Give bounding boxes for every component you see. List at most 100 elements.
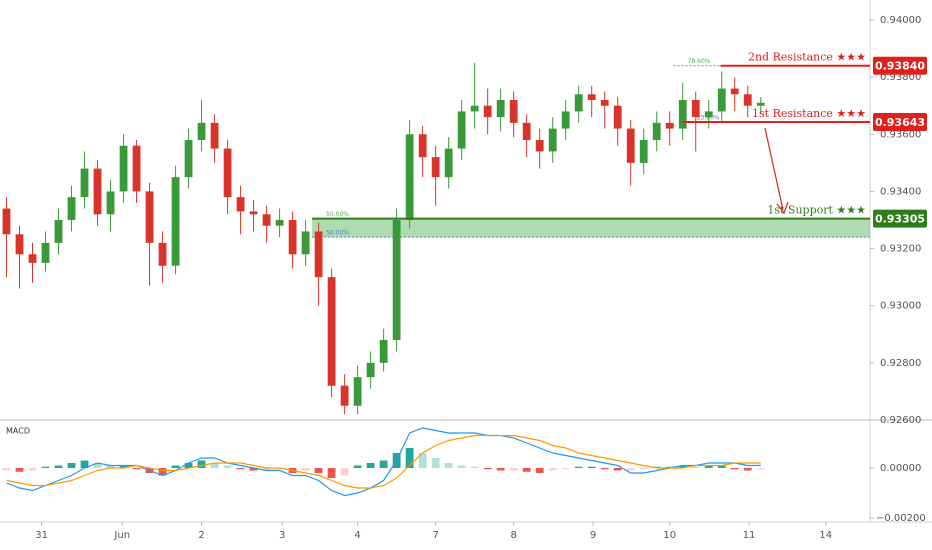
x-tick-label: 3 bbox=[279, 530, 285, 541]
macd-histogram-bar bbox=[15, 468, 24, 472]
y-tick-label: 0.93800 bbox=[880, 72, 921, 83]
macd-histogram-bar bbox=[132, 468, 141, 470]
level-label: 0.93305 bbox=[875, 213, 925, 226]
y-tick-label: 0.92600 bbox=[880, 415, 921, 426]
x-tick-label: Jun bbox=[113, 530, 130, 541]
macd-title: MACD bbox=[6, 427, 30, 436]
candle-body bbox=[574, 94, 583, 112]
macd-histogram-bar bbox=[561, 468, 570, 470]
candle-body bbox=[496, 100, 505, 118]
candle-body bbox=[119, 145, 128, 192]
level-badge bbox=[873, 209, 927, 228]
candle-body bbox=[587, 94, 596, 100]
x-tick-label: 7 bbox=[432, 530, 438, 541]
y-tick-label: 0.93200 bbox=[880, 244, 921, 255]
macd-histogram-bar bbox=[106, 465, 115, 468]
candle-body bbox=[80, 168, 89, 198]
y-tick-label: 0.00000 bbox=[880, 463, 921, 474]
candle-body bbox=[509, 100, 518, 123]
candle-body bbox=[548, 128, 557, 152]
macd-histogram-bar bbox=[28, 468, 37, 471]
macd-histogram-bar bbox=[93, 463, 102, 468]
candle-body bbox=[67, 197, 76, 220]
macd-histogram-bar bbox=[223, 465, 232, 468]
x-tick-label: 14 bbox=[819, 530, 832, 541]
candle-body bbox=[639, 140, 648, 163]
candle-body bbox=[665, 122, 674, 129]
level-name: 1st Support ★★★ bbox=[767, 204, 866, 217]
candle-body bbox=[613, 105, 622, 129]
candle-body bbox=[717, 88, 726, 112]
macd-histogram-bar bbox=[535, 468, 544, 473]
candle-body bbox=[743, 94, 752, 106]
level-badge bbox=[873, 113, 927, 131]
level-label: 0.93643 bbox=[875, 116, 925, 129]
macd-histogram-bar bbox=[691, 466, 700, 468]
candle-body bbox=[535, 140, 544, 152]
macd-histogram-bar bbox=[470, 466, 479, 468]
macd-histogram-bar bbox=[652, 466, 661, 468]
macd-histogram-bar bbox=[600, 468, 609, 470]
x-tick-label: 31 bbox=[35, 530, 48, 541]
macd-histogram-bar bbox=[119, 465, 128, 468]
macd-histogram-bar bbox=[548, 468, 557, 471]
macd-histogram-bar bbox=[340, 468, 349, 476]
level-badge bbox=[873, 56, 927, 75]
macd-histogram-bar bbox=[730, 468, 739, 470]
candle-body bbox=[210, 122, 219, 149]
macd-histogram-bar bbox=[158, 468, 167, 476]
candle-body bbox=[431, 157, 440, 178]
candle-body bbox=[678, 100, 687, 129]
macd-histogram-bar bbox=[613, 468, 622, 471]
candle-body bbox=[41, 242, 50, 263]
candle-body bbox=[184, 140, 193, 178]
candle-body bbox=[561, 111, 570, 129]
candle-body bbox=[275, 220, 284, 226]
macd-histogram-bar bbox=[314, 468, 323, 473]
fib-label: 50.00% bbox=[326, 211, 349, 218]
candle-body bbox=[730, 88, 739, 95]
candle-body bbox=[314, 231, 323, 278]
candle-body bbox=[340, 385, 349, 406]
macd-histogram-bar bbox=[379, 460, 388, 468]
arrow bbox=[764, 127, 784, 211]
macd-histogram-bar bbox=[457, 465, 466, 468]
macd-histogram-bar bbox=[41, 466, 50, 468]
candle-body bbox=[353, 377, 362, 406]
macd-histogram-bar bbox=[704, 465, 713, 468]
macd-histogram-bar bbox=[756, 468, 765, 470]
x-tick-label: 8 bbox=[510, 530, 516, 541]
x-tick-label: 11 bbox=[743, 530, 756, 541]
y-tick-label: 0.93400 bbox=[880, 186, 921, 197]
candle-body bbox=[704, 111, 713, 118]
candle-body bbox=[145, 191, 154, 243]
y-tick-label: −0.00200 bbox=[876, 513, 926, 524]
fib-label: 50.00% bbox=[326, 230, 349, 237]
x-tick-label: 9 bbox=[590, 530, 596, 541]
macd-histogram-bar bbox=[197, 460, 206, 468]
candle-body bbox=[405, 134, 414, 220]
y-tick-label: 0.92800 bbox=[880, 358, 921, 369]
macd-histogram-bar bbox=[171, 465, 180, 468]
candle-body bbox=[626, 128, 635, 163]
candle-body bbox=[457, 111, 466, 149]
candle-body bbox=[691, 100, 700, 118]
macd-histogram-bar bbox=[184, 463, 193, 468]
candle-body bbox=[379, 340, 388, 363]
macd-histogram-bar bbox=[366, 463, 375, 468]
macd-histogram-bar bbox=[496, 468, 505, 471]
macd-histogram-bar bbox=[431, 458, 440, 468]
candle-body bbox=[600, 100, 609, 106]
macd-histogram-bar bbox=[249, 468, 258, 471]
candle-body bbox=[236, 197, 245, 212]
macd-histogram-bar bbox=[353, 465, 362, 468]
candle-body bbox=[197, 122, 206, 140]
candle-body bbox=[444, 148, 453, 178]
candle-body bbox=[366, 362, 375, 378]
macd-histogram-bar bbox=[405, 448, 414, 468]
macd-histogram-bar bbox=[483, 468, 492, 470]
candle-body bbox=[470, 105, 479, 112]
candle-body bbox=[288, 220, 297, 255]
macd-histogram-bar bbox=[236, 468, 245, 470]
